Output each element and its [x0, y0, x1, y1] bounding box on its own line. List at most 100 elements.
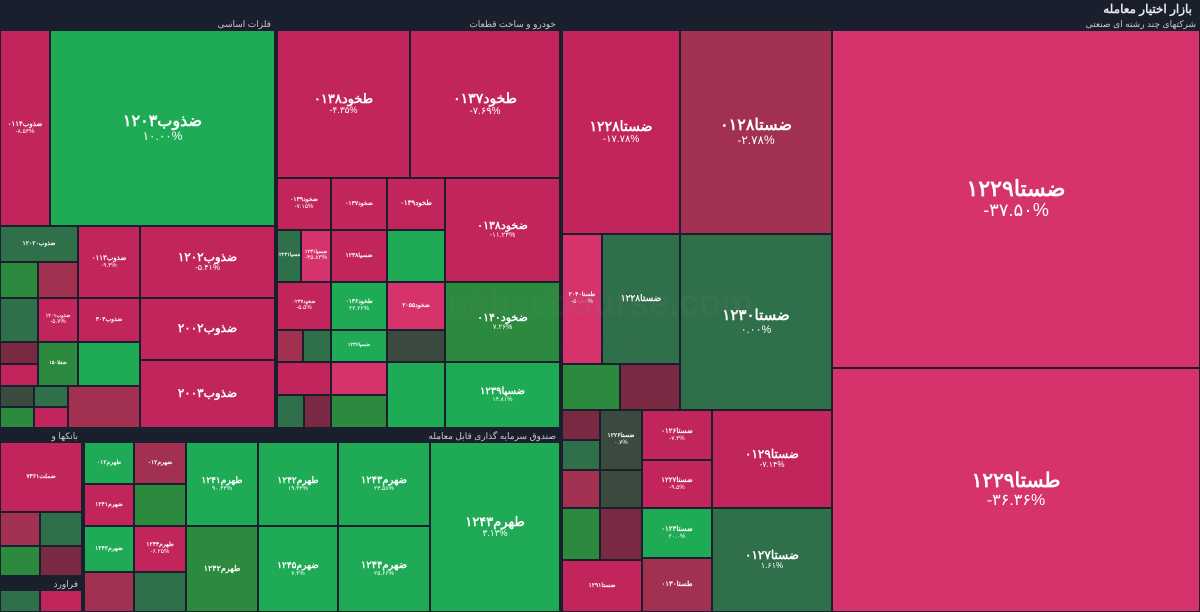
cell-symbol: ضخود۰۱۳۷	[345, 201, 373, 208]
treemap-cell[interactable]	[562, 440, 600, 470]
treemap-cell[interactable]	[0, 512, 40, 546]
treemap-cell[interactable]: ضخود۲۰۵۵	[387, 282, 445, 330]
cell-symbol: ضذوب۱۲۰۳	[123, 113, 202, 131]
treemap-cell[interactable]	[84, 572, 134, 612]
cell-percent: -۱۷.۷۸%	[603, 134, 639, 145]
treemap-cell[interactable]	[620, 364, 680, 410]
cell-symbol: طخود۰۱۳۹	[400, 200, 432, 208]
treemap-cell[interactable]: ضذوب۱۲۰۲۰	[0, 226, 78, 262]
treemap-cell[interactable]: طهرم۱۲۴۲	[186, 526, 258, 612]
treemap-cell[interactable]	[600, 508, 642, 560]
treemap-cell[interactable]	[277, 395, 304, 428]
treemap-cell[interactable]: ضهرم۱۲۴۵۷.۲%	[258, 526, 338, 612]
treemap-cell[interactable]	[34, 386, 68, 407]
cell-symbol: ضذوب۲۰۰۳	[178, 387, 237, 400]
treemap-cell[interactable]: ضذوب۳۰۳	[78, 298, 140, 342]
treemap-cell[interactable]	[562, 364, 620, 410]
treemap-cell[interactable]	[34, 407, 68, 428]
treemap-cell[interactable]: ضستا۱۲۹۱	[562, 560, 642, 612]
treemap-cell[interactable]: ضملت۷۳۶۱	[0, 442, 82, 512]
treemap-cell[interactable]: ضذوب۰۱۱۳-۹.۳%	[78, 226, 140, 298]
treemap-cell[interactable]: ضفلا۱۵۰	[38, 342, 78, 386]
treemap-cell[interactable]: ضهرم۰۱۲	[134, 442, 186, 484]
treemap-cell[interactable]: ضستا۰۱۲۹-۷.۱۴%	[712, 410, 832, 508]
treemap-cell[interactable]	[134, 484, 186, 526]
treemap-cell[interactable]	[0, 364, 38, 386]
treemap-cell[interactable]: طهرم۱۲۴۱۹۰.۳۳%	[186, 442, 258, 526]
treemap-cell[interactable]	[78, 342, 140, 386]
treemap-cell[interactable]	[40, 512, 82, 546]
treemap-cell[interactable]: طخود۰۱۳۸-۴.۳۵%	[277, 30, 410, 178]
treemap-cell[interactable]: ضخود۰۱۳۷	[331, 178, 387, 230]
treemap-cell[interactable]: ضذوب۲۰۰۳	[140, 360, 275, 428]
treemap-cell[interactable]: طستا۱۲۲۹-۳۶.۳۶%	[832, 368, 1200, 612]
treemap-cell[interactable]: ضخود۰۱۴۰۷.۲۶%	[445, 282, 560, 362]
treemap-cell[interactable]: ضذوب۲۰۰۲	[140, 298, 275, 360]
treemap-cell[interactable]: ضستا۱۲۲۸	[602, 234, 680, 364]
treemap-cell[interactable]	[303, 330, 331, 362]
cell-percent: ۷.۲۶%	[493, 324, 512, 332]
treemap-cell[interactable]: ضسپا۱۲۲۳۱	[277, 230, 301, 282]
section-label: فراورد	[50, 578, 82, 591]
treemap-cell[interactable]	[387, 330, 445, 362]
treemap-cell[interactable]: طهرم۱۲۴۳۳.۱۳%	[430, 442, 560, 612]
treemap-cell[interactable]: ضهرم۱۲۴۴۲۵.۶۶%	[338, 526, 430, 612]
treemap-cell[interactable]	[40, 546, 82, 576]
treemap-cell[interactable]	[562, 470, 600, 508]
treemap-cell[interactable]	[562, 508, 600, 560]
treemap-cell[interactable]: ضخود۰۱۳۹-۷.۱۵%	[277, 178, 331, 230]
treemap-cell[interactable]	[40, 590, 82, 612]
treemap-cell[interactable]	[387, 362, 445, 428]
treemap-cell[interactable]: ضسپا۱۲۳۱-۴۵.۸۳%	[301, 230, 331, 282]
treemap-cell[interactable]	[0, 386, 34, 407]
treemap-cell[interactable]: ضستا۱۲۲۸-۱۷.۷۸%	[562, 30, 680, 234]
treemap-cell[interactable]	[0, 298, 38, 342]
treemap-cell[interactable]: ضسپا۱۲۳۶	[331, 330, 387, 362]
treemap-cell[interactable]: ضخود۰۲۳۷-۵.۵%	[277, 282, 331, 330]
treemap-cell[interactable]: ضذوب۱۲۰۳۱۰.۰۰%	[50, 30, 275, 226]
treemap-cell[interactable]: طستا۰۱۳۰	[642, 558, 712, 612]
treemap-cell[interactable]	[134, 572, 186, 612]
treemap-cell[interactable]	[68, 386, 140, 428]
treemap-cell[interactable]	[0, 342, 38, 364]
treemap-cell[interactable]: ضهرم۱۲۴۱	[84, 484, 134, 526]
treemap-cell[interactable]: ضخود۰۱۳۸-۱۱.۲۴%	[445, 178, 560, 282]
treemap-cell[interactable]	[0, 407, 34, 428]
treemap-cell[interactable]	[331, 395, 387, 428]
treemap-cell[interactable]	[0, 262, 38, 298]
treemap-cell[interactable]	[331, 362, 387, 395]
treemap-cell[interactable]: طخود۰۱۳۹	[387, 178, 445, 230]
treemap-cell[interactable]: ضستا۰۱۲۸-۲.۷۸%	[680, 30, 832, 234]
treemap-cell[interactable]: طخود۰۱۳۶۲۲.۲۲%	[331, 282, 387, 330]
treemap-cell[interactable]	[277, 330, 303, 362]
treemap-cell[interactable]: ضذوب۰۱۱۴-۸.۵۳%	[0, 30, 50, 226]
treemap-cell[interactable]: ضستا۰۱۲۳۲۰.۰%	[642, 508, 712, 558]
cell-symbol: ضستا۱۲۲۶	[608, 433, 635, 440]
treemap-cell[interactable]	[387, 230, 445, 282]
treemap-cell[interactable]	[304, 395, 331, 428]
treemap-cell[interactable]: ضذوب۱۲۰۱-۵.۷%	[38, 298, 78, 342]
treemap-cell[interactable]: ضسپا۱۲۳۸	[331, 230, 387, 282]
treemap-cell[interactable]: طخود۰۱۳۷-۷.۶۹%	[410, 30, 560, 178]
treemap-cell[interactable]: ضستا۱۲۲۶۰.۷%	[600, 410, 642, 470]
treemap-cell[interactable]: ضهرم۱۲۴۳۲۳.۵۸%	[338, 442, 430, 526]
treemap-cell[interactable]: ضستا۱۲۲۹-۳۷.۵۰%	[832, 30, 1200, 368]
treemap-cell[interactable]: ضستا۰۱۲۷۱.۶۱%	[712, 508, 832, 612]
treemap-cell[interactable]: ضستا۰۱۲۶-۷.۳%	[642, 410, 712, 460]
treemap-cell[interactable]	[277, 362, 331, 395]
treemap-cell[interactable]: ضهرم۱۲۴۲	[84, 526, 134, 572]
cell-symbol: ضذوب۰۱۱۴	[8, 121, 43, 129]
treemap-cell[interactable]	[38, 262, 78, 298]
treemap-cell[interactable]	[0, 590, 40, 612]
treemap-cell[interactable]: طهرم۰۱۲	[84, 442, 134, 484]
treemap-cell[interactable]: طستا۲۰۴۰-۵۰.۰۰%	[562, 234, 602, 364]
treemap-cell[interactable]: ضستا۱۲۲۷-۹.۵%	[642, 460, 712, 508]
treemap-cell[interactable]: طهرم۱۲۴۴-۶.۲۵%	[134, 526, 186, 572]
treemap-cell[interactable]: ضستا۱۲۳۰۰.۰۰%	[680, 234, 832, 410]
treemap-cell[interactable]	[600, 470, 642, 508]
treemap-cell[interactable]: ضسپا۱۲۳۹۱۴.۸۱%	[445, 362, 560, 428]
treemap-cell[interactable]: طهرم۱۲۴۲۱۹.۳۳%	[258, 442, 338, 526]
treemap-cell[interactable]	[562, 410, 600, 440]
treemap-cell[interactable]: ضذوب۱۲۰۲-۵.۴۱%	[140, 226, 275, 298]
treemap-cell[interactable]	[0, 546, 40, 576]
